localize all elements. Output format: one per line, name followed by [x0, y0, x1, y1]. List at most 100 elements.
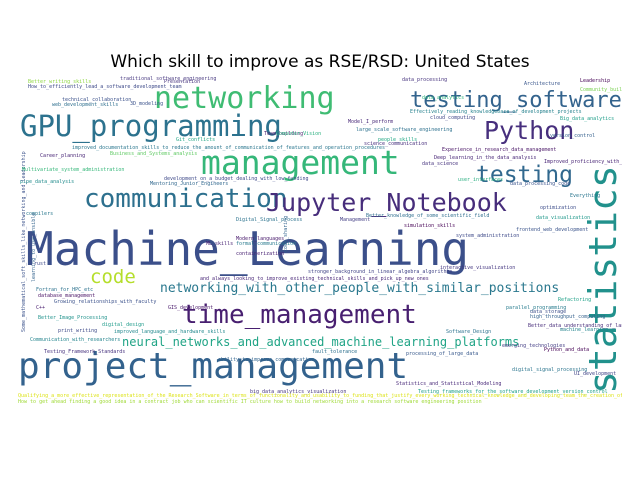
cloud-word: Qualifying_a_more_effective_representati…	[18, 393, 622, 399]
cloud-word: GPU_programming	[20, 109, 282, 143]
cloud-word: Everything	[570, 193, 601, 199]
cloud-word: Big_data_analytics	[560, 116, 615, 122]
cloud-word: C++	[36, 305, 46, 311]
cloud-word: Presentation	[164, 79, 201, 85]
cloud-word: ability_to_improve_communication	[218, 357, 315, 363]
cloud-word: stronger_background_in_linear_algebra_al…	[308, 269, 453, 275]
cloud-word: Testing_frameworks_for_the_software_deve…	[418, 389, 608, 395]
cloud-word: rust	[34, 261, 47, 267]
cloud-word: Effectively_reading_knowledgebase_of_dev…	[410, 109, 582, 115]
cloud-word: digital_signal_processing	[512, 367, 588, 373]
cloud-word: Communication_with_researchers	[30, 337, 121, 343]
cloud-word: management	[201, 143, 400, 182]
cloud-word: Architecture	[524, 81, 561, 87]
cloud-word: Refactoring	[558, 297, 592, 303]
cloud-word: Better_writing_skills	[28, 79, 92, 85]
cloud-word: networking_with_other_people_with_simila…	[160, 281, 560, 296]
cloud-word: data_science	[422, 161, 459, 167]
cloud-word: data_analytics	[422, 95, 465, 101]
cloud-word: fault_tolerance	[312, 349, 358, 355]
cloud-word: code	[90, 266, 136, 288]
cloud-word: Testing_Framework_Standards	[44, 349, 126, 355]
cloud-word: Leadership	[580, 78, 611, 84]
cloud-word: data_processing_code	[510, 181, 571, 187]
cloud-word: Machine_Learning	[26, 222, 470, 276]
cloud-word: ML_skills	[206, 241, 234, 247]
cloud-word: Business_and_Systems_analysis	[110, 151, 198, 157]
cloud-word: GIS_development	[168, 305, 214, 311]
cloud-word: Career_planning	[40, 153, 86, 159]
cloud-word: database_management	[38, 293, 96, 299]
cloud-word: project_management	[18, 346, 409, 387]
cloud-word: data_visualization	[536, 215, 591, 221]
cloud-word: time_management	[182, 300, 417, 330]
cloud-word: Some_mathematical_soft_skills_like_netwo…	[21, 151, 27, 332]
cloud-word: improved_language_and_hardware_skills	[114, 329, 226, 335]
cloud-word: Growing_relationships_with_faculty	[54, 299, 157, 305]
cloud-word: improved_documentation_skills_to_reduce_…	[72, 145, 386, 151]
cloud-word: neural_networks_and_advanced_machine_lea…	[122, 335, 520, 349]
cloud-word: Community_building	[580, 87, 622, 93]
cloud-word: 3D_modeling	[130, 101, 164, 107]
cloud-word: learning_to_use_ansible	[31, 212, 37, 282]
cloud-word: Better_knowledge_of_some_scientific_fiel…	[366, 213, 490, 219]
cloud-word: large_scale_software_engineering	[356, 127, 453, 133]
cloud-word: emerging_technologies	[502, 343, 566, 349]
cloud-word: Multivariate_system_administration	[22, 167, 125, 173]
cloud-word: statistics	[581, 165, 622, 394]
cloud-word: How_to_get_ahead_finding_a_good_idea_in_…	[18, 399, 482, 405]
cloud-word: machine_learning	[560, 327, 609, 333]
cloud-word: Improved_proficiency_with_Python	[544, 159, 622, 165]
cloud-word: containerization	[236, 251, 285, 257]
cloud-word: technical_collaboration	[62, 97, 132, 103]
cloud-word: parallel_programming	[506, 305, 567, 311]
cloud-word: Better_Image_Processing	[38, 315, 108, 321]
cloud-word: Mentoring_Junior_Engineers	[150, 181, 229, 187]
cloud-word: code_sharing	[283, 215, 289, 252]
cloud-word: Jupyter_Notebook	[266, 188, 507, 217]
cloud-word: Python	[484, 116, 575, 145]
cloud-word: Python_and_data	[544, 347, 590, 353]
cloud-word: web_development_skills	[52, 102, 119, 108]
cloud-word: cloud_computing	[430, 115, 476, 121]
cloud-word: communication	[84, 184, 288, 214]
cloud-word: data_storage	[530, 309, 567, 315]
cloud-word: UI_development	[574, 371, 617, 377]
cloud-word: interactive_visualization	[440, 265, 516, 271]
cloud-word: system_administration	[456, 233, 520, 239]
cloud-word: people_skills	[378, 137, 418, 143]
cloud-word: Better_data_understanding_of_languages	[528, 323, 622, 329]
cloud-word: pipe_data_analysis	[20, 179, 75, 185]
cloud-word: optimization	[540, 205, 577, 211]
cloud-word: testing_software	[410, 88, 622, 113]
cloud-word: Git_conflicts	[176, 137, 216, 143]
cloud-word: high_throughput_computing	[530, 314, 606, 320]
cloud-word: Model_I_perform	[348, 119, 394, 125]
cloud-word: traditional_software_engineering	[120, 76, 217, 82]
cloud-word: data_processing	[402, 77, 448, 83]
cloud-word: How_to_efficiently_lead_a_software_devel…	[28, 84, 182, 90]
cloud-word: formal_communication	[236, 241, 297, 247]
cloud-word: Deep_learning_in_the_data_analysis	[434, 155, 537, 161]
cloud-word: version_control	[550, 133, 596, 139]
cloud-word: Software_Design	[446, 329, 492, 335]
cloud-word: simulation_skills	[404, 223, 456, 229]
cloud-word: Computer_Vision	[276, 131, 322, 137]
cloud-word: networking	[154, 81, 335, 116]
cloud-word: user_interfaces	[458, 177, 504, 183]
word-cloud: Machine_Learning project_management manage…	[18, 74, 622, 404]
cloud-word: big_data_analytics_visualization	[250, 389, 347, 395]
cloud-word: Experience_in_research_data_management	[442, 147, 557, 153]
cloud-word: compilers	[26, 211, 54, 217]
cloud-word: testing	[476, 162, 573, 188]
cloud-word: print_writing	[58, 328, 98, 334]
cloud-word: processing_of_large_data	[406, 351, 479, 357]
cloud-word: digital_design	[102, 322, 145, 328]
cloud-word: Team_building	[264, 131, 304, 137]
cloud-word: and_always_looking_to_improve_existing_t…	[200, 276, 429, 282]
chart-title: Which skill to improve as RSE/RSD: Unite…	[110, 52, 530, 72]
cloud-word: Modern_languages	[236, 236, 285, 242]
cloud-word: frontend_web_development	[516, 227, 589, 233]
cloud-word: Fortran_for_HPC_etc	[36, 287, 94, 293]
